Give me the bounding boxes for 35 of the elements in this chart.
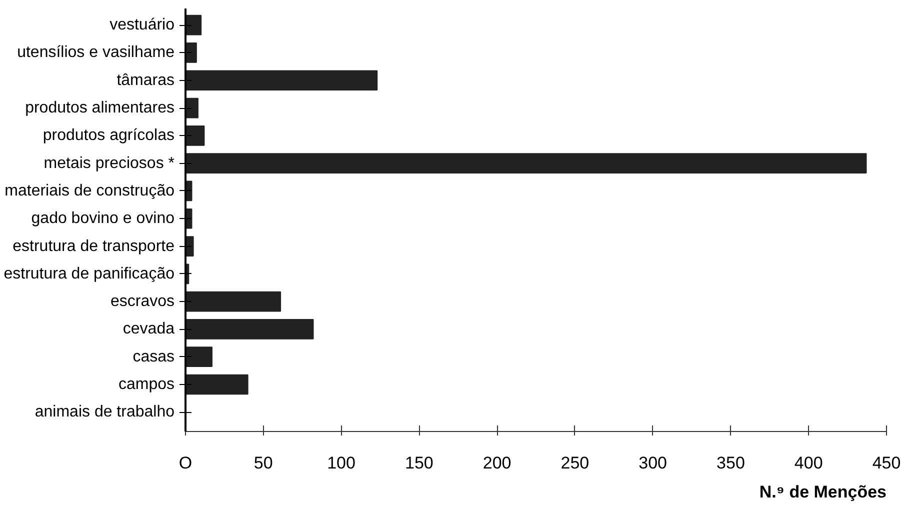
x-tick-label: 450: [872, 454, 901, 472]
y-tick-label: escravos: [110, 293, 175, 310]
y-tick-label: animais de trabalho: [34, 404, 175, 421]
bar: [186, 42, 197, 63]
bar: [186, 291, 282, 312]
y-tick-label: utensílios e vasilhame: [17, 44, 175, 62]
y-tick-label: casas: [132, 348, 174, 366]
y-tick-label: produtos agrícolas: [42, 127, 175, 144]
bar: [186, 14, 202, 36]
y-tick-label: campos: [118, 376, 175, 393]
x-tick-label: 400: [794, 454, 823, 472]
x-tick-label: 150: [404, 454, 434, 472]
y-tick-label: materiais de construção: [4, 182, 175, 200]
bar: [186, 70, 378, 91]
y-tick-label: cevada: [122, 320, 175, 338]
y-tick-label: vestuário: [110, 16, 175, 34]
y-tick-label: estrutura de panificação: [4, 265, 175, 282]
x-axis-title: N.⁹ de Menções: [759, 482, 887, 502]
x-tick-label: 50: [254, 454, 273, 472]
x-tick-label: O: [178, 454, 192, 472]
bar: [186, 346, 212, 368]
y-tick-label: tâmaras: [116, 72, 174, 89]
y-tick-label: produtos alimentares: [25, 100, 175, 117]
x-tick-label: 350: [716, 454, 745, 472]
y-tick-label: gado bovino e ovino: [31, 210, 175, 228]
x-tick-label: 200: [482, 454, 512, 472]
bar: [186, 153, 867, 174]
y-tick-label: estrutura de transporte: [12, 238, 175, 255]
x-tick-label: 250: [560, 454, 590, 472]
bar: [186, 374, 248, 395]
y-tick-label: metais preciosos *: [44, 154, 174, 172]
x-tick-label: 100: [327, 454, 356, 472]
bar: [186, 319, 314, 340]
bar: [186, 126, 205, 146]
x-tick-label: 300: [638, 454, 668, 472]
